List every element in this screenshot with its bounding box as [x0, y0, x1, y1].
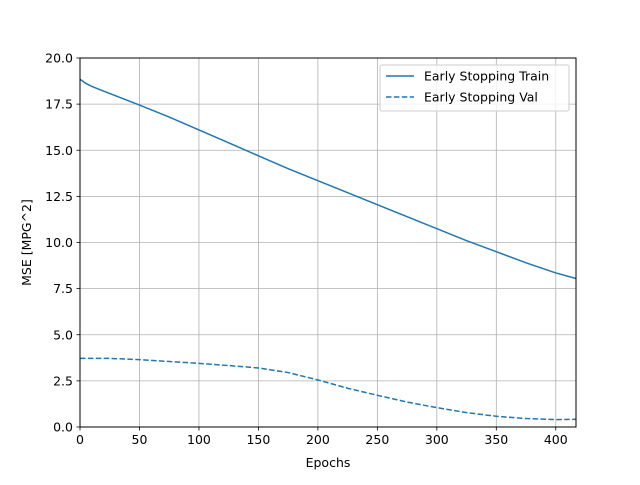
x-tick-label: 100 [187, 432, 211, 447]
x-tick-label: 150 [246, 432, 270, 447]
y-tick-label: 20.0 [45, 51, 73, 66]
y-tick-label: 2.5 [53, 373, 73, 388]
x-tick-label: 250 [365, 432, 389, 447]
legend-box [379, 64, 570, 112]
x-tick-label: 400 [544, 432, 568, 447]
x-tick-label: 300 [425, 432, 449, 447]
series-line-val [80, 357, 577, 421]
series-line-train [79, 78, 577, 280]
x-tick-label: 200 [306, 432, 330, 447]
series-lines [79, 78, 577, 421]
x-tick-label: 0 [76, 432, 84, 447]
y-tick-label: 15.0 [45, 143, 73, 158]
legend: Early Stopping Train Early Stopping Val [379, 64, 570, 112]
axis-ticks: 0 50 100 150 200 250 300 350 400 0.0 2.5 5.0 7.5 10.0… [45, 51, 568, 448]
y-tick-label: 5.0 [53, 327, 73, 342]
x-tick-label: 50 [132, 432, 148, 447]
y-tick-label: 12.5 [45, 189, 73, 204]
x-axis-label: Epochs [306, 455, 351, 470]
legend-label-train: Early Stopping Train [424, 69, 549, 84]
y-tick-label: 17.5 [45, 97, 73, 112]
y-tick-label: 0.0 [53, 420, 73, 435]
y-axis-label: MSE [MPG^2] [19, 199, 34, 286]
y-tick-label: 7.5 [53, 281, 73, 296]
legend-label-val: Early Stopping Val [424, 90, 538, 105]
y-tick-label: 10.0 [45, 235, 73, 250]
x-tick-label: 350 [484, 432, 508, 447]
